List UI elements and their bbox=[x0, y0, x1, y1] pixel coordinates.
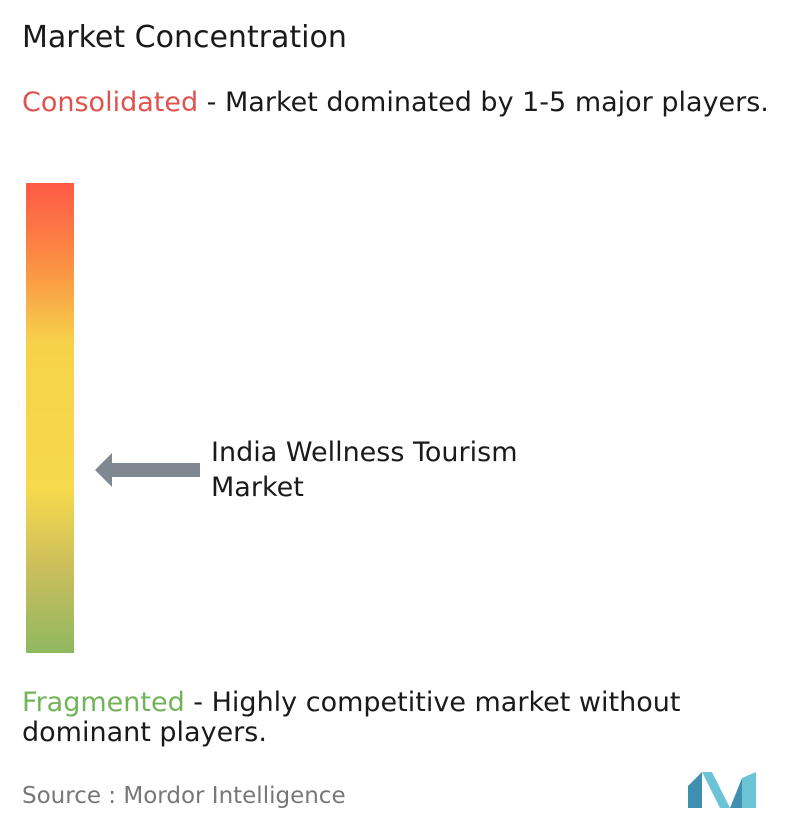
logo-mid-stroke bbox=[702, 772, 730, 808]
logo-left-stroke bbox=[688, 772, 702, 808]
market-marker-label: India Wellness Tourism Market bbox=[211, 436, 518, 503]
fragmented-description: Fragmented - Highly competitive market w… bbox=[22, 688, 782, 748]
arrow-shape bbox=[95, 452, 200, 487]
chart-title: Market Concentration bbox=[22, 20, 347, 55]
fragmented-text: - Highly competitive market without domi… bbox=[22, 687, 681, 748]
logo-right-stroke bbox=[730, 778, 742, 808]
source-prefix: Source : bbox=[22, 783, 117, 809]
concentration-scale-bar bbox=[26, 183, 74, 653]
logo-end-stroke bbox=[742, 772, 756, 808]
consolidated-description: Consolidated - Market dominated by 1-5 m… bbox=[22, 88, 782, 118]
left-arrow-icon bbox=[95, 452, 200, 487]
fragmented-term: Fragmented bbox=[22, 687, 185, 718]
source-line: Source : Mordor Intelligence bbox=[22, 781, 346, 811]
consolidated-term: Consolidated bbox=[22, 87, 199, 118]
mordor-intelligence-logo bbox=[688, 772, 756, 808]
consolidated-text: - Market dominated by 1-5 major players. bbox=[198, 87, 769, 118]
source-name: Mordor Intelligence bbox=[123, 783, 346, 809]
